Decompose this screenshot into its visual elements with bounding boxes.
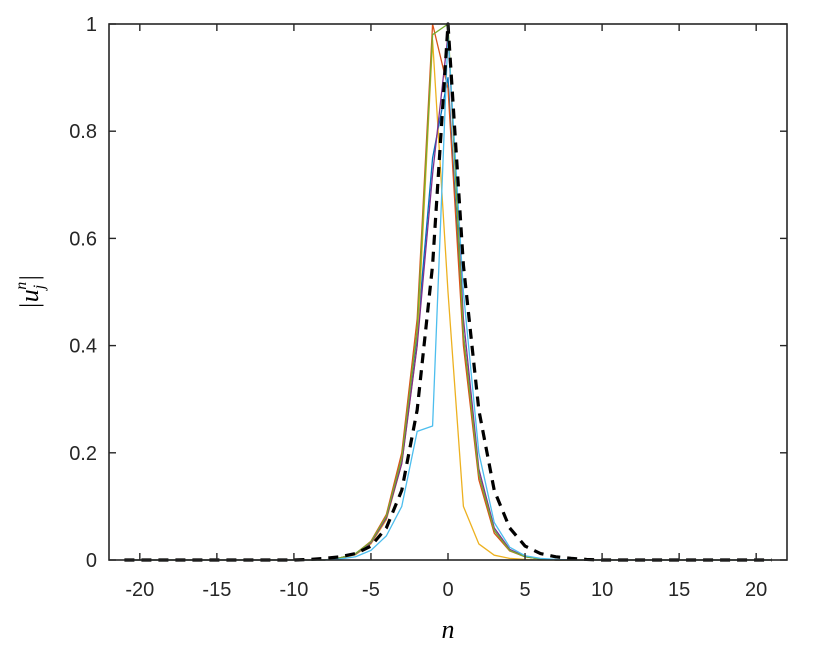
y-tick-label-3: 0.6 (69, 228, 97, 250)
y-tick-label-5: 1 (86, 14, 97, 36)
y-tick-label-4: 0.8 (69, 121, 97, 143)
tick-layer: -20 -15 -10 -5 0 5 10 15 20 0 0.2 0.4 0.6 0.8 1 (69, 14, 787, 601)
x-tick-label-5: 5 (519, 579, 530, 601)
x-tick-label-8: 20 (745, 579, 767, 601)
x-tick-label-2: -10 (279, 579, 308, 601)
y-tick-label-2: 0.4 (69, 336, 97, 358)
x-tick-label-6: 10 (591, 579, 613, 601)
y-axis-label-bar-left: | (15, 302, 44, 309)
y-axis-label: |ujn| (13, 275, 48, 310)
y-tick-label-1: 0.2 (69, 443, 97, 465)
x-tick-label-3: -5 (362, 579, 380, 601)
x-tick-label-1: -15 (202, 579, 231, 601)
x-tick-label-7: 15 (668, 579, 690, 601)
y-axis-label-sub: j (31, 284, 48, 291)
x-tick-label-0: -20 (125, 579, 154, 601)
svg-text:|ujn|: |ujn| (13, 275, 48, 310)
x-tick-label-4: 0 (442, 579, 453, 601)
y-axis-label-u: u (15, 289, 44, 302)
y-axis-label-sup: n (13, 282, 30, 290)
x-axis-label: n (442, 615, 455, 644)
y-axis-label-bar-right: | (15, 275, 44, 282)
y-tick-label-0: 0 (86, 550, 97, 572)
